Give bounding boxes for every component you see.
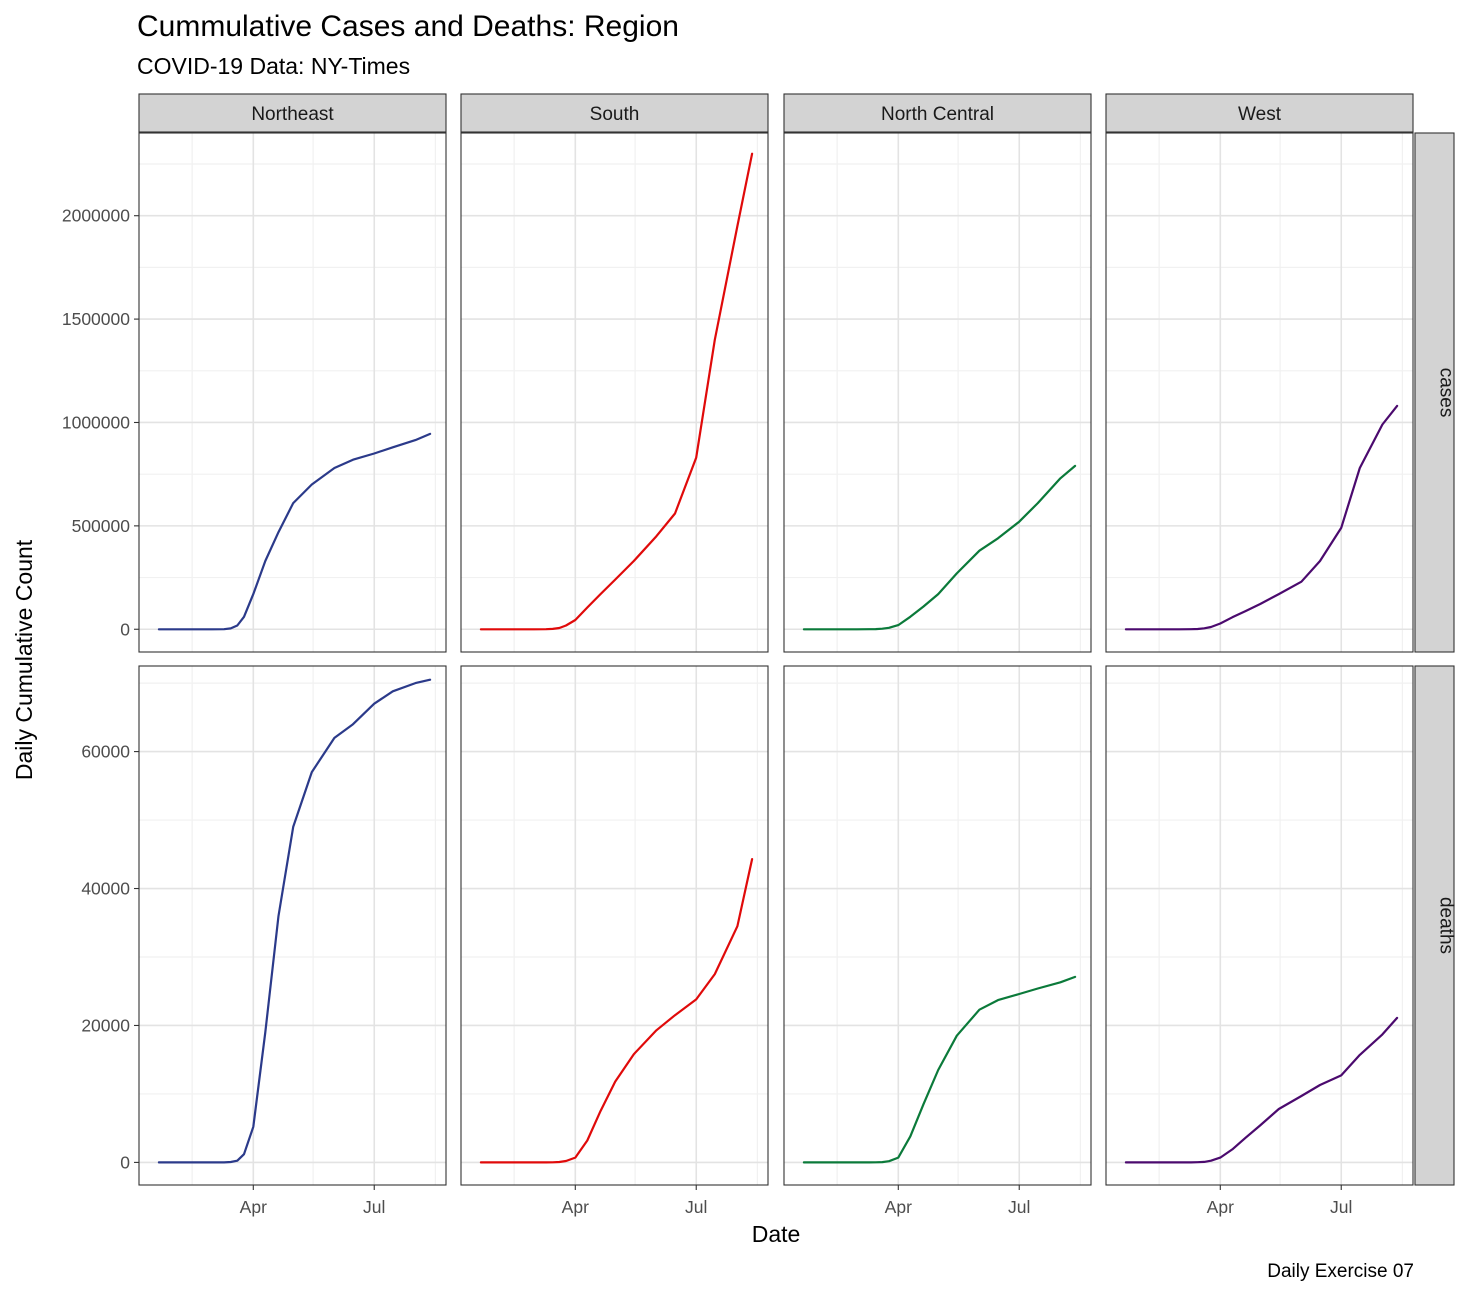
panel-background	[1106, 666, 1413, 1185]
panel-border	[783, 665, 1092, 1186]
panel-border	[460, 132, 769, 653]
panel-border	[1105, 132, 1414, 653]
y-tick-label: 500000	[72, 516, 131, 536]
column-strip-south: South	[460, 93, 769, 133]
column-strip-label: Northeast	[251, 104, 334, 125]
facet-panel-north-central-cases	[783, 132, 1092, 653]
y-tick-label: 40000	[81, 879, 130, 899]
row-strip-label: cases	[1436, 368, 1457, 418]
series-line-west-cases	[1124, 404, 1399, 631]
y-tick-label: 20000	[81, 1015, 130, 1035]
panel-background	[784, 133, 1091, 652]
series-line-northeast-cases	[157, 432, 432, 631]
panel-background	[461, 133, 768, 652]
x-tick-label: Apr	[885, 1197, 912, 1217]
y-tick-label: 60000	[81, 742, 130, 762]
panel-border	[460, 665, 769, 1186]
panel-border	[1105, 665, 1414, 1186]
column-strip-background	[460, 93, 769, 133]
column-strip-background	[138, 93, 447, 133]
x-axis-title: Date	[752, 1221, 801, 1247]
x-tick-label: Apr	[562, 1197, 589, 1217]
row-strip-deaths: deaths	[1414, 665, 1457, 1186]
column-strip-label: West	[1238, 104, 1282, 125]
chart-title: Cummulative Cases and Deaths: Region	[137, 10, 679, 43]
x-tick-label: Apr	[1207, 1197, 1234, 1217]
series-line-northeast-deaths	[157, 678, 432, 1164]
x-tick-label: Jul	[1008, 1197, 1030, 1217]
row-strip-label: deaths	[1436, 897, 1457, 954]
row-strip-background	[1414, 665, 1455, 1186]
panel-background	[139, 666, 446, 1185]
y-tick-label: 0	[120, 1152, 130, 1172]
column-strip-background	[783, 93, 1092, 133]
panel-border	[783, 132, 1092, 653]
column-strip-north-central: North Central	[783, 93, 1092, 133]
facet-panel-west-deaths	[1105, 665, 1414, 1186]
series-line-north-central-deaths	[802, 975, 1077, 1164]
facet-panel-south-deaths	[460, 665, 769, 1186]
column-strip-background	[1105, 93, 1414, 133]
series-line-west-deaths	[1124, 1016, 1399, 1164]
facet-grid: 0 500000 1000000 1500000 2000000 cases 0 20000 4…	[62, 93, 1457, 1217]
facet-panel-northeast-deaths	[138, 665, 447, 1186]
x-tick-label: Apr	[240, 1197, 267, 1217]
x-tick-label: Jul	[1330, 1197, 1352, 1217]
column-strip-label: South	[590, 104, 640, 125]
x-tick-label: Jul	[685, 1197, 707, 1217]
column-strip-northeast: Northeast	[138, 93, 447, 133]
facet-panel-south-cases	[460, 132, 769, 653]
series-line-south-deaths	[479, 857, 754, 1164]
y-tick-label: 0	[120, 619, 130, 639]
series-line-south-cases	[479, 152, 754, 631]
row-strip-background	[1414, 132, 1455, 653]
chart-subtitle: COVID-19 Data: NY-Times	[137, 53, 410, 79]
y-tick-label: 1500000	[62, 309, 130, 329]
y-tick-label: 2000000	[62, 206, 130, 226]
x-tick-label: Jul	[363, 1197, 385, 1217]
series-line-north-central-cases	[802, 464, 1077, 631]
y-tick-label: 1000000	[62, 412, 130, 432]
facet-panel-west-cases	[1105, 132, 1414, 653]
facet-panel-north-central-deaths	[783, 665, 1092, 1186]
column-strip-label: North Central	[881, 104, 994, 125]
panel-border	[138, 665, 447, 1186]
panel-background	[1106, 133, 1413, 652]
panel-border	[138, 132, 447, 653]
column-strip-west: West	[1105, 93, 1414, 133]
facet-panel-northeast-cases	[138, 132, 447, 653]
panel-background	[139, 133, 446, 652]
panel-background	[784, 666, 1091, 1185]
panel-background	[461, 666, 768, 1185]
y-axis-title: Daily Cumulative Count	[11, 539, 37, 780]
row-strip-cases: cases	[1414, 132, 1457, 653]
chart-caption: Daily Exercise 07	[1267, 1261, 1414, 1282]
